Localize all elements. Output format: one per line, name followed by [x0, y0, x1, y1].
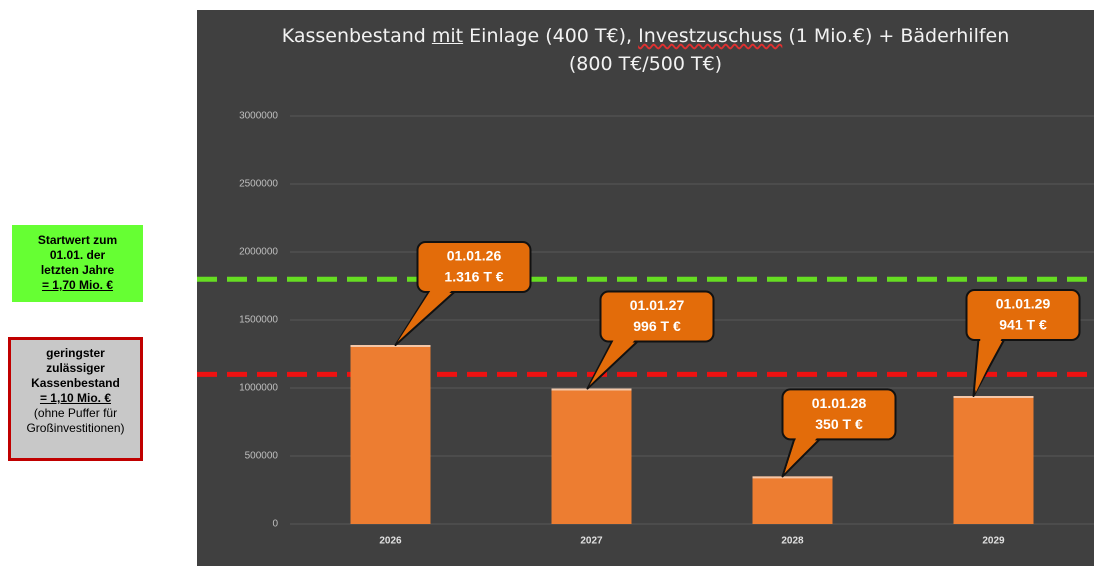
- annotation-text: geringster: [11, 346, 140, 361]
- y-tick-label: 0: [272, 519, 278, 530]
- chart: 0 500000 1000000 1500000 2000000 2500000 30000…: [0, 0, 1094, 566]
- annotation-text: = 1,70 Mio. €: [12, 278, 143, 293]
- y-tick-label: 500000: [245, 451, 279, 462]
- annotation-text: Kassenbestand: [11, 376, 140, 391]
- title-line: (800 T€/500 T€): [197, 50, 1094, 78]
- y-tick-label: 1000000: [239, 383, 278, 394]
- y-tick-label: 2000000: [239, 247, 278, 258]
- bar: [954, 396, 1034, 524]
- page: 0 500000 1000000 1500000 2000000 2500000 30000…: [0, 0, 1094, 566]
- annotation-text: = 1,10 Mio. €: [11, 391, 140, 406]
- title-line: Kassenbestand mit Einlage (400 T€), Inve…: [197, 22, 1094, 50]
- x-tick-label: 2026: [379, 536, 402, 547]
- annotation-text: (ohne Puffer für: [11, 406, 140, 421]
- value-label: 996 T €: [633, 318, 681, 334]
- title-part: mit: [432, 25, 463, 47]
- bar: [351, 345, 431, 524]
- x-tick-label: 2028: [781, 536, 804, 547]
- callout-date: 01.01.27: [630, 297, 685, 313]
- title-part: Einlage (400 T€),: [463, 25, 638, 47]
- chart-title: Kassenbestand mit Einlage (400 T€), Inve…: [197, 22, 1094, 78]
- value-label: 350 T €: [815, 416, 863, 432]
- x-tick-label: 2027: [580, 536, 603, 547]
- title-part: (1 Mio.€) + Bäderhilfen: [782, 25, 1009, 47]
- annotation-text: 01.01. der: [12, 248, 143, 263]
- annotation-box: Startwert zum 01.01. der letzten Jahre =…: [12, 225, 143, 302]
- annotation-text: letzten Jahre: [12, 263, 143, 278]
- annotation-text: zulässiger: [11, 361, 140, 376]
- callout-date: 01.01.29: [996, 296, 1051, 312]
- value-label: 941 T €: [999, 317, 1047, 333]
- title-part: Kassenbestand: [282, 25, 432, 47]
- callout-date: 01.01.26: [447, 248, 502, 264]
- annotation-text: Startwert zum: [12, 233, 143, 248]
- callout-date: 01.01.28: [812, 395, 867, 411]
- annotation-box: geringster zulässiger Kassenbestand = 1,…: [8, 337, 143, 461]
- bar: [753, 476, 833, 524]
- x-tick-label: 2029: [982, 536, 1005, 547]
- annotation-text: Großinvestitionen): [11, 421, 140, 436]
- bar: [552, 389, 632, 524]
- y-tick-label: 2500000: [239, 179, 278, 190]
- title-part: Investzuschuss: [638, 25, 782, 47]
- y-tick-label: 1500000: [239, 315, 278, 326]
- value-label: 1.316 T €: [444, 269, 503, 285]
- y-tick-label: 3000000: [239, 111, 278, 122]
